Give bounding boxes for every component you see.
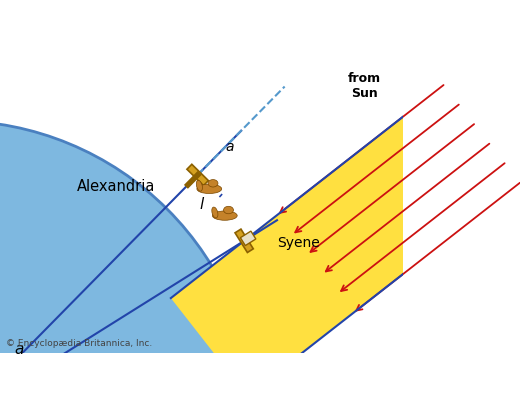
Text: © Encyclopædia Britannica, Inc.: © Encyclopædia Britannica, Inc. <box>6 339 152 348</box>
Ellipse shape <box>197 180 202 191</box>
Text: Alexandria: Alexandria <box>77 179 155 194</box>
Text: Syene: Syene <box>278 236 320 250</box>
Polygon shape <box>235 229 253 252</box>
Text: from
Sun: from Sun <box>348 72 381 100</box>
Ellipse shape <box>224 206 233 214</box>
Ellipse shape <box>197 184 222 194</box>
Polygon shape <box>240 231 256 246</box>
Text: a: a <box>15 342 24 357</box>
Text: a: a <box>225 140 233 154</box>
Polygon shape <box>187 164 209 186</box>
Ellipse shape <box>208 180 218 187</box>
Circle shape <box>0 121 256 400</box>
Text: l: l <box>199 197 204 212</box>
Ellipse shape <box>212 211 237 220</box>
Polygon shape <box>171 74 520 396</box>
Ellipse shape <box>212 207 218 218</box>
